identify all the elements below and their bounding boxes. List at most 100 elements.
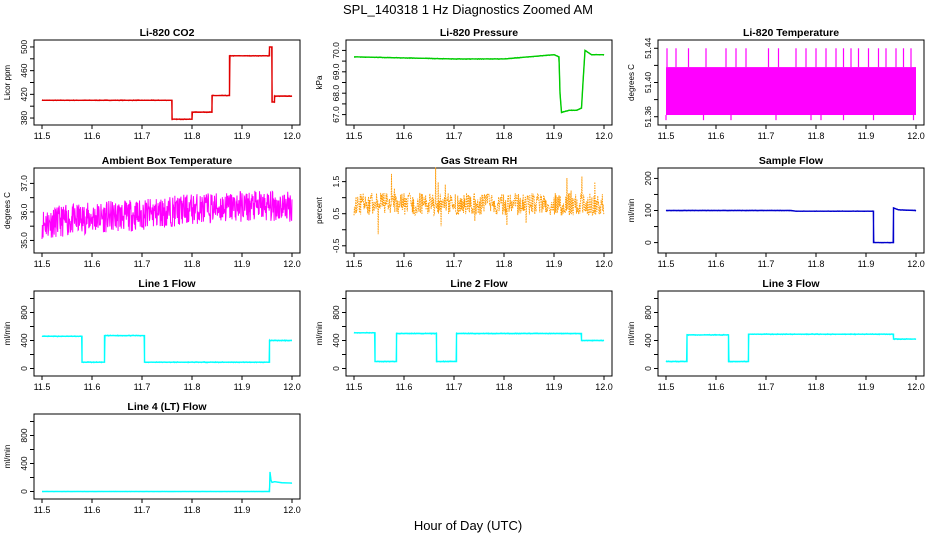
plot-frame [345, 167, 613, 254]
y-tick-label: 400 [19, 456, 29, 470]
x-tick-label: 11.7 [758, 382, 775, 392]
y-tick-label: 1.5 [331, 175, 341, 187]
y-axis-label: ml/min [627, 199, 636, 223]
y-axis-label: ml/min [3, 322, 12, 346]
y-tick-label: 800 [19, 428, 29, 442]
x-tick-label: 11.6 [84, 259, 101, 269]
series-noise [41, 474, 293, 493]
data-series [353, 49, 605, 114]
x-tick-label: 11.6 [396, 259, 413, 269]
y-tick-label: 51.40 [643, 72, 653, 94]
x-tick-label: 11.7 [446, 259, 463, 269]
y-tick-label: 420 [19, 87, 29, 101]
x-tick-label: 11.5 [658, 382, 675, 392]
data-series [665, 332, 917, 363]
plot-frame [33, 290, 301, 377]
x-tick-label: 11.5 [346, 382, 363, 392]
chart-panel-5: Sample Flow ml/min 11.5 11.6 11.7 11.8 11.9 12.… [627, 155, 925, 269]
x-tick-label: 11.8 [496, 131, 513, 141]
chart-title: Line 4 (LT) Flow [127, 401, 207, 413]
x-tick-label: 12.0 [907, 382, 925, 392]
y-tick-label: 67.0 [331, 106, 341, 123]
x-tick-label: 11.9 [546, 131, 563, 141]
x-tick-label: 11.9 [234, 131, 251, 141]
x-tick-label: 11.9 [234, 259, 251, 269]
chart-panel-3: Ambient Box Temperature degrees C 11.5 11.6… [3, 155, 301, 269]
data-series [665, 206, 917, 244]
series-line [353, 49, 604, 114]
series-line [41, 190, 293, 240]
y-tick-label: 800 [331, 305, 341, 319]
y-tick-label: 800 [19, 305, 29, 319]
y-tick-label: 51.36 [643, 106, 653, 128]
chart-title: Li-820 CO2 [140, 27, 195, 39]
series-noise [665, 332, 917, 363]
chart-panel-6: Line 1 Flow ml/min 11.5 11.6 11.7 11.8 11.9 12.… [3, 278, 301, 392]
x-tick-label: 11.7 [446, 382, 463, 392]
x-tick-label: 11.9 [234, 505, 251, 515]
plot-frame [33, 413, 301, 500]
plot-frame [33, 167, 301, 254]
x-tick-label: 12.0 [595, 131, 613, 141]
data-series [41, 471, 293, 493]
x-tick-label: 11.8 [184, 505, 201, 515]
series-line [42, 334, 292, 363]
chart-title: Line 1 Flow [138, 278, 196, 290]
y-axis-label: Licor ppm [3, 65, 12, 100]
chart-panel-4: Gas Stream RH percent 11.5 11.6 11.7 11.8 11.9… [315, 155, 613, 269]
series-line [666, 206, 917, 244]
x-tick-label: 11.8 [808, 259, 825, 269]
y-tick-label: 68.0 [331, 85, 341, 102]
chart-title: Ambient Box Temperature [102, 155, 233, 167]
x-tick-label: 11.7 [134, 131, 151, 141]
y-tick-label: 400 [19, 333, 29, 347]
data-series [41, 334, 293, 364]
x-tick-label: 11.9 [546, 259, 563, 269]
x-tick-label: 11.5 [34, 259, 51, 269]
y-tick-label: 37.0 [19, 175, 29, 192]
data-series [41, 46, 293, 121]
y-axis-label: percent [315, 196, 324, 223]
y-tick-label: 35.0 [19, 232, 29, 249]
x-axis-label: Hour of Day (UTC) [413, 518, 523, 533]
x-tick-label: 11.8 [184, 131, 201, 141]
chart-panel-2: Li-820 Temperature degrees C 11.5 11.6 11.7 1… [627, 27, 925, 141]
x-tick-label: 11.6 [708, 382, 725, 392]
x-tick-label: 11.6 [396, 382, 413, 392]
y-tick-label: 500 [19, 40, 29, 54]
chart-title: Gas Stream RH [441, 155, 517, 167]
plot-frame [657, 290, 925, 377]
y-tick-label: 460 [19, 63, 29, 77]
x-tick-label: 11.9 [858, 259, 875, 269]
x-tick-label: 11.7 [134, 259, 151, 269]
y-tick-label: -0.5 [331, 238, 341, 253]
x-tick-label: 11.7 [758, 259, 775, 269]
y-tick-label: 100 [643, 203, 653, 217]
x-tick-label: 12.0 [595, 382, 613, 392]
x-tick-label: 11.8 [496, 382, 513, 392]
x-tick-label: 11.5 [34, 505, 51, 515]
x-tick-label: 11.6 [84, 505, 101, 515]
x-tick-label: 12.0 [283, 259, 301, 269]
x-tick-label: 12.0 [283, 505, 301, 515]
y-tick-label: 400 [331, 333, 341, 347]
y-tick-label: 36.0 [19, 203, 29, 220]
y-tick-label: 0.5 [331, 208, 341, 220]
y-tick-label: 800 [643, 305, 653, 319]
chart-panel-1: Li-820 Pressure kPa 11.5 11.6 11.7 11.8 11.9 12… [315, 27, 613, 141]
series-line [353, 167, 605, 235]
chart-title: Line 2 Flow [450, 278, 508, 290]
x-tick-label: 11.7 [758, 131, 775, 141]
x-tick-label: 11.5 [34, 382, 51, 392]
x-tick-label: 11.7 [134, 505, 151, 515]
x-tick-label: 11.8 [808, 131, 825, 141]
data-series [41, 190, 293, 240]
y-tick-label: 0 [19, 366, 29, 371]
x-tick-label: 11.6 [708, 131, 725, 141]
y-tick-label: 0 [19, 489, 29, 494]
x-tick-label: 11.5 [658, 259, 675, 269]
figure-title: SPL_140318 1 Hz Diagnostics Zoomed AM [342, 2, 594, 17]
chart-title: Line 3 Flow [762, 278, 820, 290]
x-tick-label: 11.9 [858, 382, 875, 392]
